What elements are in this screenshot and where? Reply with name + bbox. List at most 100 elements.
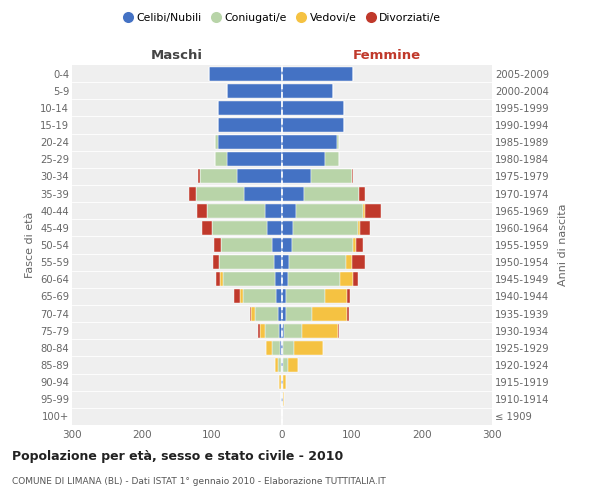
- Bar: [243, 290, 277, 304]
- Bar: [218, 101, 282, 115]
- Bar: [282, 118, 344, 132]
- Y-axis label: Anni di nascita: Anni di nascita: [558, 204, 568, 286]
- Bar: [227, 84, 282, 98]
- Bar: [338, 324, 340, 338]
- Bar: [260, 324, 265, 338]
- Y-axis label: Fasce di età: Fasce di età: [25, 212, 35, 278]
- Bar: [359, 186, 365, 200]
- Bar: [214, 255, 219, 269]
- Bar: [266, 221, 282, 235]
- Bar: [346, 255, 352, 269]
- Bar: [282, 152, 325, 166]
- Bar: [352, 255, 365, 269]
- Bar: [198, 170, 200, 183]
- Bar: [282, 392, 283, 406]
- Bar: [258, 324, 260, 338]
- Bar: [280, 341, 282, 355]
- Bar: [197, 204, 207, 218]
- Bar: [196, 186, 244, 200]
- Bar: [282, 324, 284, 338]
- Bar: [218, 135, 282, 149]
- Bar: [209, 66, 282, 80]
- Bar: [189, 186, 196, 200]
- Bar: [271, 341, 280, 355]
- Bar: [215, 152, 227, 166]
- Bar: [223, 272, 275, 286]
- Bar: [251, 306, 256, 320]
- Bar: [282, 272, 287, 286]
- Bar: [282, 255, 289, 269]
- Bar: [277, 290, 282, 304]
- Text: Femmine: Femmine: [353, 48, 421, 62]
- Bar: [278, 358, 281, 372]
- Bar: [281, 392, 282, 406]
- Bar: [219, 255, 274, 269]
- Text: COMUNE DI LIMANA (BL) - Dati ISTAT 1° gennaio 2010 - Elaborazione TUTTITALIA.IT: COMUNE DI LIMANA (BL) - Dati ISTAT 1° ge…: [12, 478, 386, 486]
- Bar: [358, 221, 361, 235]
- Bar: [278, 306, 282, 320]
- Bar: [282, 135, 337, 149]
- Bar: [302, 324, 338, 338]
- Bar: [362, 204, 365, 218]
- Bar: [282, 238, 292, 252]
- Bar: [202, 221, 212, 235]
- Bar: [282, 290, 286, 304]
- Bar: [282, 221, 293, 235]
- Bar: [282, 84, 333, 98]
- Bar: [221, 238, 271, 252]
- Bar: [311, 170, 352, 183]
- Bar: [282, 341, 283, 355]
- Bar: [347, 290, 350, 304]
- Bar: [283, 392, 284, 406]
- Bar: [250, 306, 251, 320]
- Bar: [279, 324, 282, 338]
- Bar: [296, 204, 362, 218]
- Bar: [265, 204, 282, 218]
- Bar: [287, 358, 298, 372]
- Bar: [304, 186, 359, 200]
- Bar: [244, 186, 282, 200]
- Bar: [271, 238, 282, 252]
- Bar: [282, 101, 344, 115]
- Bar: [265, 324, 279, 338]
- Bar: [274, 255, 282, 269]
- Bar: [256, 306, 278, 320]
- Bar: [294, 341, 323, 355]
- Bar: [286, 290, 325, 304]
- Bar: [200, 170, 236, 183]
- Text: Maschi: Maschi: [151, 48, 203, 62]
- Bar: [284, 324, 302, 338]
- Bar: [282, 306, 286, 320]
- Bar: [275, 272, 282, 286]
- Bar: [282, 358, 283, 372]
- Bar: [347, 306, 349, 320]
- Bar: [279, 375, 281, 389]
- Bar: [207, 204, 265, 218]
- Bar: [275, 358, 278, 372]
- Bar: [293, 221, 358, 235]
- Bar: [236, 170, 282, 183]
- Bar: [235, 290, 240, 304]
- Bar: [352, 170, 353, 183]
- Bar: [282, 375, 283, 389]
- Bar: [365, 204, 381, 218]
- Bar: [214, 238, 221, 252]
- Bar: [337, 135, 340, 149]
- Bar: [282, 204, 296, 218]
- Bar: [216, 272, 220, 286]
- Bar: [287, 272, 340, 286]
- Bar: [286, 306, 312, 320]
- Bar: [283, 341, 294, 355]
- Bar: [281, 358, 282, 372]
- Bar: [325, 152, 340, 166]
- Bar: [218, 118, 282, 132]
- Bar: [356, 238, 363, 252]
- Bar: [282, 66, 353, 80]
- Bar: [340, 272, 353, 286]
- Bar: [325, 290, 347, 304]
- Bar: [353, 272, 358, 286]
- Bar: [220, 272, 223, 286]
- Bar: [266, 341, 271, 355]
- Bar: [312, 306, 347, 320]
- Bar: [289, 255, 346, 269]
